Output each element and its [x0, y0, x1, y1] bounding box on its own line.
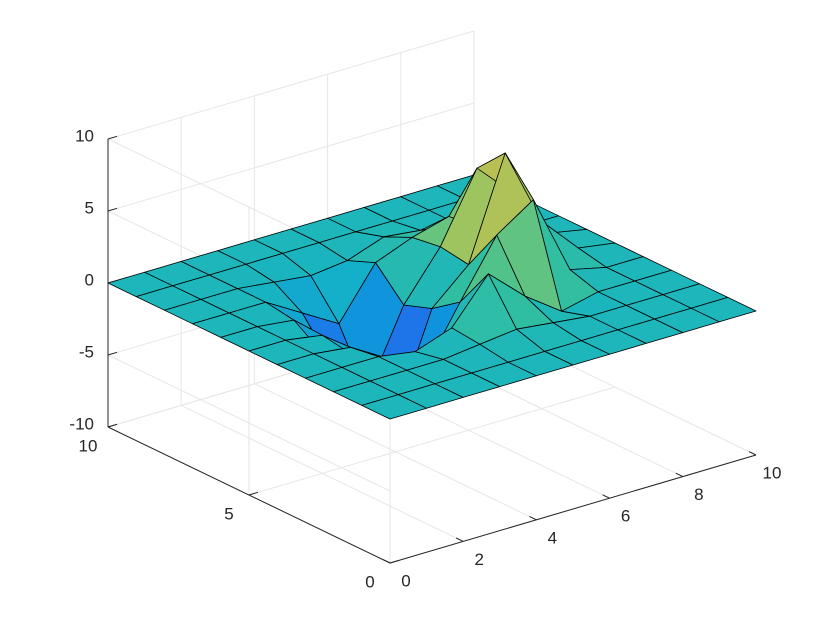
surface-mesh [107, 152, 757, 420]
x-tick [529, 515, 537, 521]
x-tick [455, 537, 464, 542]
z-tick-label: 10 [75, 126, 94, 145]
x-tick-label: 4 [548, 528, 557, 547]
y-tick-label: 10 [79, 436, 98, 455]
x-tick-label: 2 [474, 550, 483, 569]
z-tick [107, 423, 118, 428]
z-tick-label: -10 [69, 414, 94, 433]
z-tick [107, 207, 118, 212]
x-axis-line [389, 454, 757, 564]
z-tick-label: -5 [79, 342, 94, 361]
axes [107, 135, 757, 564]
tick-labels: 0 2 4 6 8 10 0 5 10 -10 -5 0 5 10 [69, 126, 781, 591]
x-tick-label: 10 [763, 463, 782, 482]
surface-patch [690, 296, 757, 323]
grid-line [248, 386, 616, 496]
x-tick-label: 6 [621, 507, 630, 526]
x-tick [748, 451, 757, 456]
y-tick-label: 5 [224, 504, 233, 523]
grid-line [107, 30, 475, 140]
z-tick [107, 351, 118, 356]
y-tick-label: 0 [365, 572, 374, 591]
grid-line [107, 354, 391, 492]
z-tick [107, 135, 118, 140]
z-tick-label: 0 [85, 270, 94, 289]
grid-line [107, 102, 475, 212]
x-tick [602, 494, 610, 499]
y-tick [389, 559, 400, 564]
x-tick [675, 472, 684, 478]
x-tick-label: 8 [694, 485, 703, 504]
z-tick [107, 279, 118, 284]
z-tick-label: 5 [85, 198, 94, 217]
x-tick-label: 0 [401, 571, 410, 590]
x-tick [382, 559, 391, 564]
y-tick [248, 491, 259, 496]
